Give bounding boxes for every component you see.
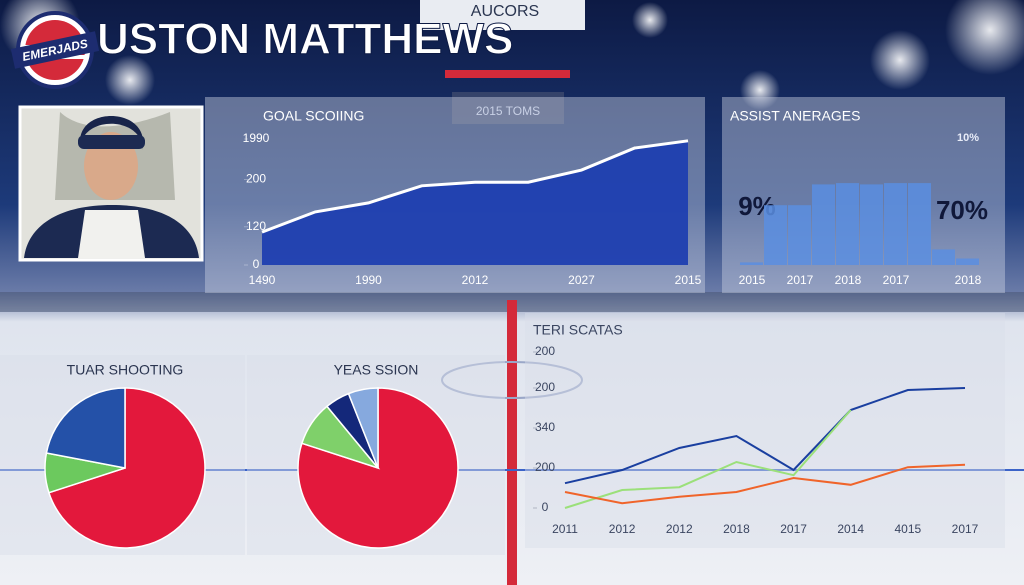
y-tick-label: 200 <box>246 172 266 186</box>
x-tick-label: 2012 <box>462 273 489 287</box>
player-photo <box>18 105 204 262</box>
bar <box>788 205 811 265</box>
x-tick-label: 2018 <box>723 522 750 536</box>
y-tick-label: 120 <box>246 219 266 233</box>
bar <box>836 183 859 265</box>
x-tick-label: 2017 <box>787 273 814 287</box>
x-tick-label: 2017 <box>952 522 979 536</box>
x-tick-label: 2014 <box>837 522 864 536</box>
line <box>564 409 852 509</box>
x-tick-label: 1490 <box>249 273 276 287</box>
x-tick-label: 2017 <box>883 273 910 287</box>
x-tick-label: 2017 <box>780 522 807 536</box>
y-tick-label: 1990 <box>243 131 270 145</box>
chart-title: ASSIST ANERAGES <box>730 108 860 124</box>
pie-slice <box>45 387 126 469</box>
bar <box>860 184 883 265</box>
y-tick-label: 0 <box>253 257 260 271</box>
page-title: USTON MATTHEWS <box>97 15 513 64</box>
scoreboard-text: 2015 TOMS <box>476 104 540 118</box>
bar <box>740 262 763 265</box>
x-tick-label: 2015 <box>739 273 766 287</box>
x-tick-label: 2018 <box>955 273 982 287</box>
panel <box>525 313 1005 548</box>
x-tick-label: 1990 <box>355 273 382 287</box>
annotation: 10% <box>957 132 979 144</box>
y-tick-label: 200 <box>535 460 555 474</box>
x-tick-label: 2027 <box>568 273 595 287</box>
x-tick-label: 2012 <box>666 522 693 536</box>
bar <box>884 183 907 265</box>
x-tick-label: 2011 <box>552 522 578 536</box>
chart-title: GOAL SCOIING <box>263 108 364 124</box>
y-tick-label: 200 <box>535 344 555 358</box>
bar <box>812 184 835 265</box>
area <box>262 140 688 265</box>
bar <box>932 249 955 265</box>
x-tick-label: 2015 <box>675 273 702 287</box>
x-tick-label: 4015 <box>895 522 922 536</box>
bar <box>764 205 787 265</box>
banner: AUCORS 2015 TOMS <box>420 0 585 124</box>
chart-title: TERI SCATAS <box>533 322 623 338</box>
chart-title: YEAS SSION <box>334 362 419 378</box>
logo: EMERJADS <box>10 11 100 89</box>
charts: GOAL SCOIING 0 120 200 1990 1490 1990 2012 2027 2… <box>0 97 1005 555</box>
pie-slice <box>47 387 206 549</box>
annotation: 70% <box>936 195 988 225</box>
bar <box>908 183 931 265</box>
x-tick-label: 2018 <box>835 273 862 287</box>
line <box>564 387 966 485</box>
y-tick-label: 0 <box>542 500 549 514</box>
x-tick-label: 2012 <box>609 522 636 536</box>
area-edge <box>261 139 689 234</box>
bar <box>956 258 979 265</box>
faceoff-circle <box>441 361 583 399</box>
chart-title: TUAR SHOOTING <box>67 362 184 378</box>
banner-text: AUCORS <box>471 3 539 20</box>
y-tick-label: 200 <box>535 380 555 394</box>
pie-slice <box>347 387 379 469</box>
y-tick-label: 340 <box>535 420 555 434</box>
line <box>564 463 966 505</box>
